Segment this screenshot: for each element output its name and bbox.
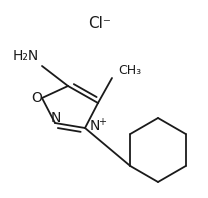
- Text: N: N: [90, 119, 100, 133]
- Text: +: +: [98, 117, 106, 127]
- Text: CH₃: CH₃: [118, 64, 141, 76]
- Text: Cl⁻: Cl⁻: [89, 15, 111, 30]
- Text: O: O: [32, 91, 42, 105]
- Text: N: N: [51, 111, 61, 125]
- Text: H₂N: H₂N: [13, 49, 39, 63]
